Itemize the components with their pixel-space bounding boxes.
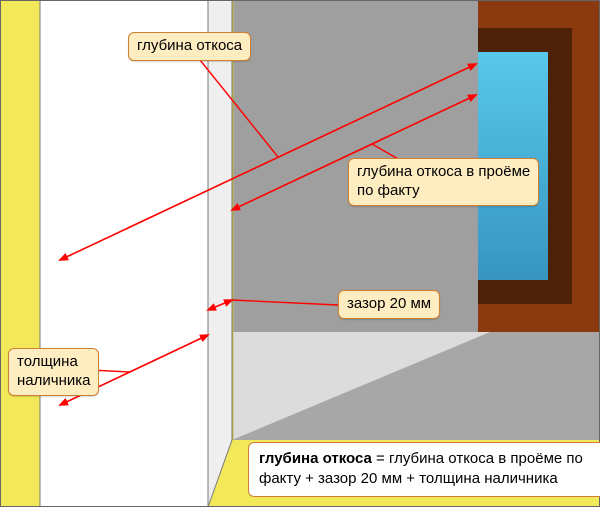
formula-lhs: глубина откоса bbox=[259, 450, 372, 467]
label-gap: зазор 20 мм bbox=[338, 290, 440, 319]
diagram-svg bbox=[0, 0, 600, 507]
formula-box: глубина откоса = глубина откоса в проёме… bbox=[248, 442, 600, 497]
label-trim-thickness: толщина наличника bbox=[8, 348, 99, 396]
label-depth-actual: глубина откоса в проёме по факту bbox=[348, 158, 539, 206]
label-depth-total: глубина откоса bbox=[128, 32, 251, 61]
